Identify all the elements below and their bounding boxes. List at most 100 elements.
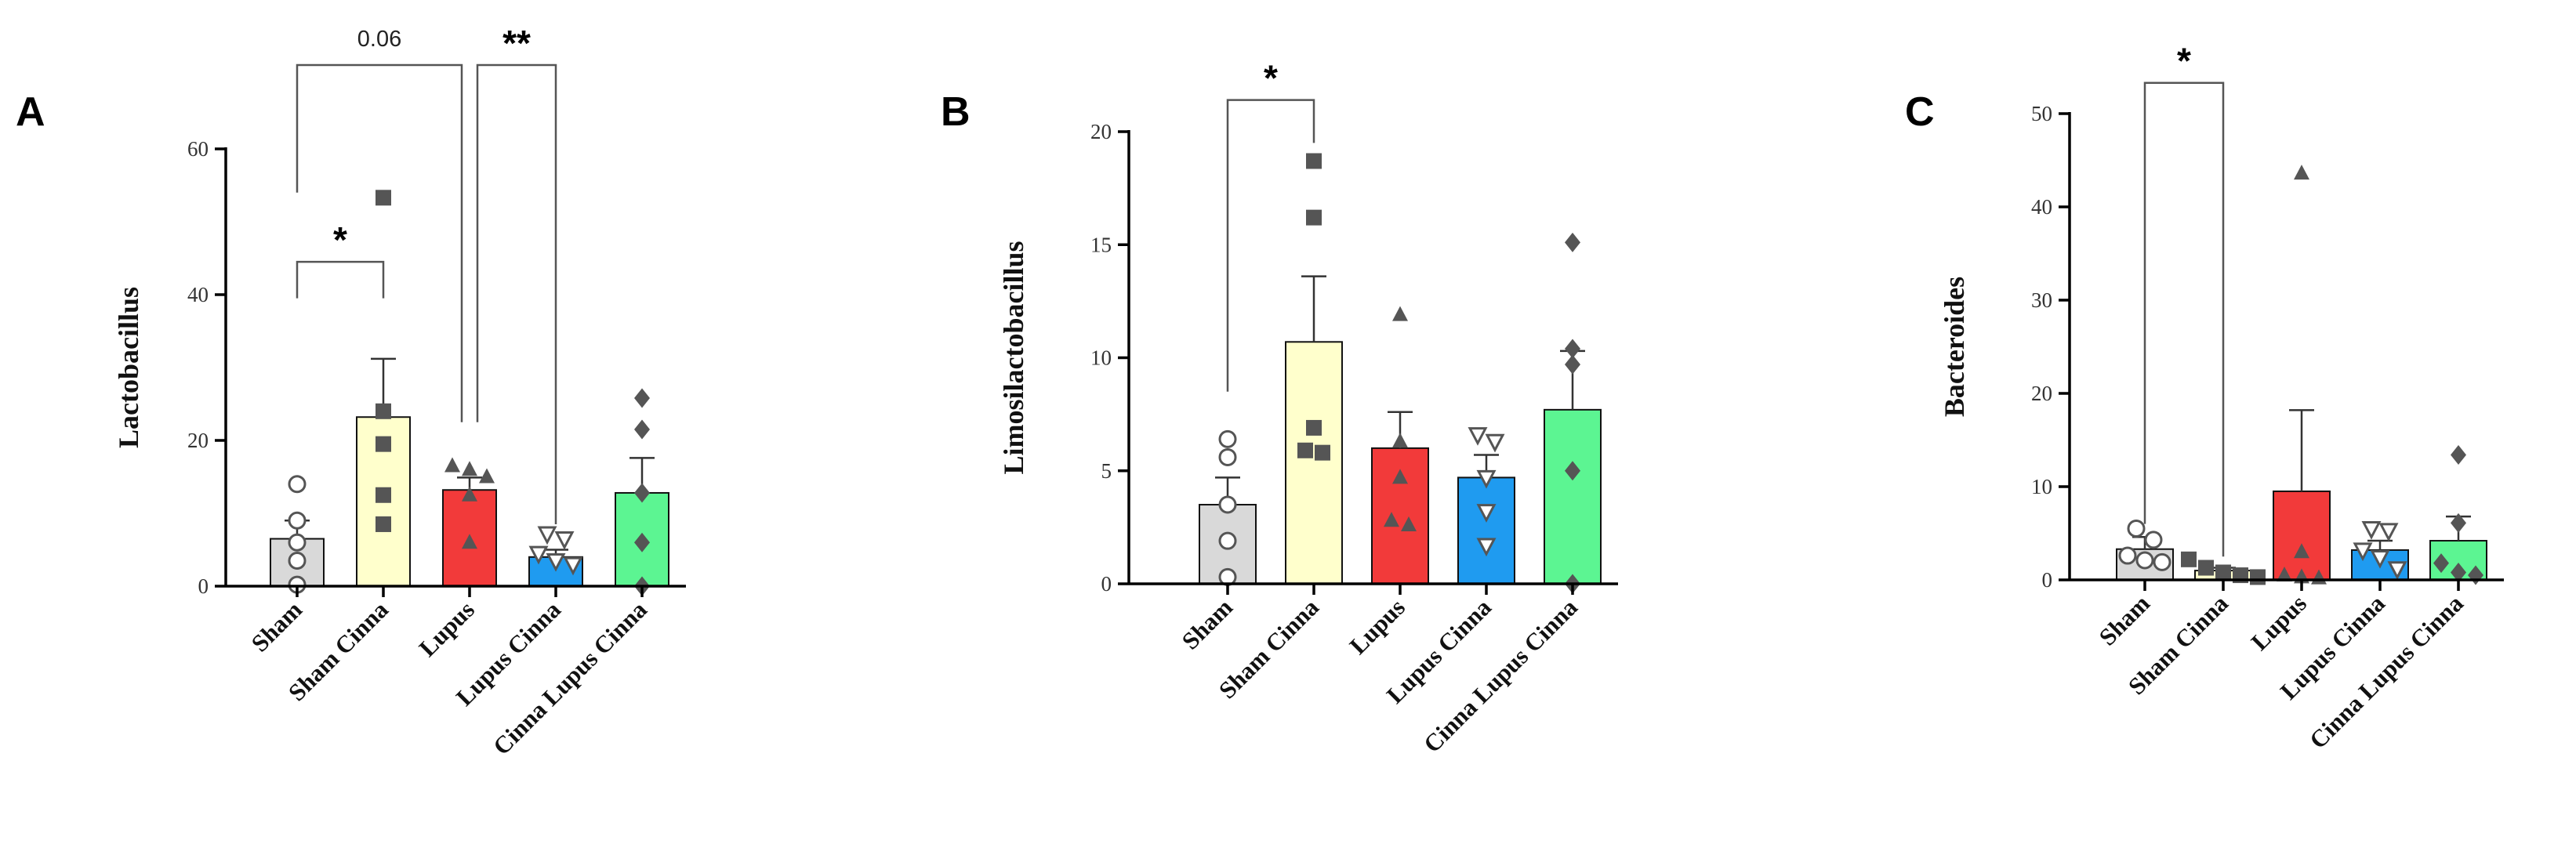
data-point	[1218, 447, 1237, 466]
data-point	[634, 532, 650, 552]
data-point	[2433, 553, 2449, 574]
x-tick-label: Cinna Lupus Cinna	[488, 596, 652, 760]
bar-sham-cinna	[1285, 341, 1343, 585]
y-tick-label: 50	[2031, 102, 2052, 125]
data-point	[1565, 232, 1580, 252]
y-tick-label: 0	[1101, 572, 1112, 596]
data-point	[2387, 561, 2407, 580]
panel-letter: C	[1905, 89, 1935, 135]
significance-label: *	[1264, 58, 1278, 99]
y-axis-label: Lactobacillus	[113, 287, 144, 448]
x-tick-label: Sham	[2094, 589, 2155, 650]
data-point	[376, 436, 391, 452]
y-tick-label: 10	[1090, 346, 1112, 370]
data-point	[1476, 504, 1497, 523]
bar-cinna-lupus-cinna	[1544, 408, 1602, 585]
x-tick-label: Lupus	[413, 596, 479, 661]
data-point	[2294, 543, 2309, 559]
data-point	[2153, 552, 2171, 571]
bar-lupus	[2273, 490, 2331, 581]
data-point	[2250, 569, 2266, 585]
data-point	[1476, 469, 1497, 489]
data-point	[554, 531, 575, 550]
data-point	[1297, 442, 1313, 458]
x-tick-label: Lupus	[2245, 589, 2311, 655]
significance-bracket	[1226, 99, 1315, 392]
significance-bracket	[2143, 81, 2225, 557]
x-tick-label: Lupus	[1344, 593, 1410, 659]
data-point	[1565, 339, 1580, 359]
y-axis-label: Bacteroides	[1939, 277, 1970, 417]
data-point	[1392, 306, 1408, 321]
data-point	[462, 486, 477, 502]
data-point	[1468, 427, 1488, 446]
y-tick-label: 0	[198, 574, 209, 598]
data-point	[2378, 523, 2399, 542]
data-point	[537, 526, 557, 545]
data-point	[1565, 461, 1580, 481]
y-tick-label: 0	[2042, 568, 2053, 592]
data-point	[1218, 495, 1237, 514]
data-point	[2144, 531, 2163, 549]
y-tick-label: 5	[1101, 459, 1112, 483]
data-point	[376, 516, 391, 532]
significance-label: *	[333, 219, 347, 260]
y-tick-label: 20	[2031, 382, 2052, 405]
data-point	[1384, 512, 1399, 527]
data-point	[1218, 429, 1237, 448]
data-point	[288, 533, 307, 552]
data-point	[2370, 549, 2390, 569]
data-point	[2451, 512, 2466, 533]
x-tick-label: Sham	[246, 596, 307, 657]
data-point	[462, 534, 477, 549]
data-point	[1485, 433, 1505, 453]
data-point	[288, 475, 307, 494]
y-axis-label: Limosilactobacillus	[998, 241, 1029, 474]
data-point	[1476, 538, 1497, 557]
panel-letter: B	[941, 89, 971, 135]
data-point	[376, 190, 391, 206]
significance-label: 0.06	[357, 27, 401, 52]
data-point	[634, 419, 650, 440]
significance-bracket	[296, 63, 463, 422]
x-tick-label: Cinna Lupus Cinna	[2304, 589, 2469, 754]
bar-lupus-cinna	[1457, 476, 1515, 585]
data-point	[444, 457, 460, 473]
data-point	[2215, 564, 2231, 581]
y-tick-label: 20	[1090, 120, 1112, 143]
data-point	[1306, 209, 1322, 226]
x-tick-label: Sham	[1177, 593, 1238, 654]
data-point	[634, 388, 650, 408]
data-point	[288, 511, 307, 530]
data-point	[2451, 562, 2466, 582]
data-point	[1401, 516, 1417, 531]
data-point	[2118, 546, 2137, 565]
y-tick-label: 15	[1090, 233, 1112, 256]
data-point	[1315, 444, 1330, 461]
data-point	[2135, 551, 2154, 570]
data-point	[376, 403, 391, 419]
data-point	[2181, 551, 2197, 567]
data-point	[634, 483, 650, 503]
y-tick-label: 20	[187, 429, 209, 452]
x-tick-label: Cinna Lupus Cinna	[1418, 593, 1583, 758]
data-point	[2451, 445, 2466, 465]
data-point	[2127, 520, 2146, 538]
data-point	[528, 545, 549, 565]
y-tick-label: 10	[2031, 475, 2052, 498]
significance-bracket	[476, 63, 557, 524]
y-tick-label: 60	[187, 137, 209, 161]
significance-bracket	[296, 260, 385, 299]
data-point	[479, 468, 495, 484]
data-point	[1218, 531, 1237, 550]
data-point	[1392, 433, 1408, 448]
data-point	[1306, 153, 1322, 169]
y-tick-label: 30	[2031, 288, 2052, 312]
data-point	[2198, 560, 2214, 576]
data-point	[462, 461, 477, 476]
data-point	[1392, 469, 1408, 484]
data-point	[546, 552, 566, 572]
